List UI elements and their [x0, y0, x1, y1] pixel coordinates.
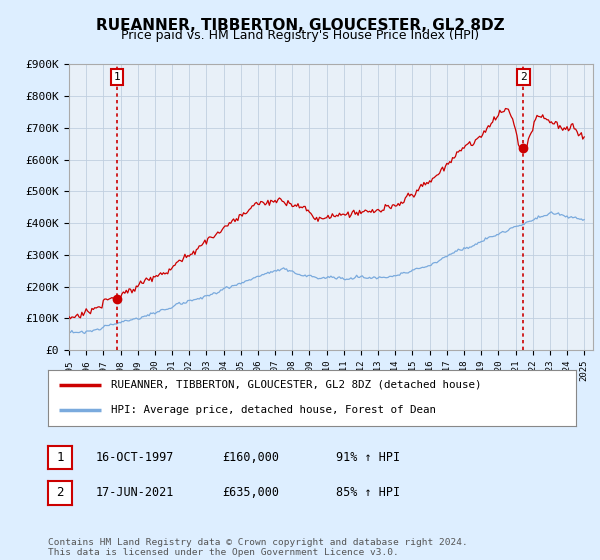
Text: 85% ↑ HPI: 85% ↑ HPI	[336, 486, 400, 500]
Text: 1: 1	[113, 72, 120, 82]
Text: Contains HM Land Registry data © Crown copyright and database right 2024.
This d: Contains HM Land Registry data © Crown c…	[48, 538, 468, 557]
Text: HPI: Average price, detached house, Forest of Dean: HPI: Average price, detached house, Fore…	[112, 405, 436, 416]
Text: 17-JUN-2021: 17-JUN-2021	[96, 486, 175, 500]
Text: RUEANNER, TIBBERTON, GLOUCESTER, GL2 8DZ (detached house): RUEANNER, TIBBERTON, GLOUCESTER, GL2 8DZ…	[112, 380, 482, 390]
Text: 1: 1	[56, 451, 64, 464]
Text: £635,000: £635,000	[222, 486, 279, 500]
Text: £160,000: £160,000	[222, 451, 279, 464]
Text: RUEANNER, TIBBERTON, GLOUCESTER, GL2 8DZ: RUEANNER, TIBBERTON, GLOUCESTER, GL2 8DZ	[95, 18, 505, 33]
Text: 2: 2	[520, 72, 527, 82]
Text: 16-OCT-1997: 16-OCT-1997	[96, 451, 175, 464]
Text: 2: 2	[56, 486, 64, 500]
Text: Price paid vs. HM Land Registry's House Price Index (HPI): Price paid vs. HM Land Registry's House …	[121, 29, 479, 42]
Text: 91% ↑ HPI: 91% ↑ HPI	[336, 451, 400, 464]
